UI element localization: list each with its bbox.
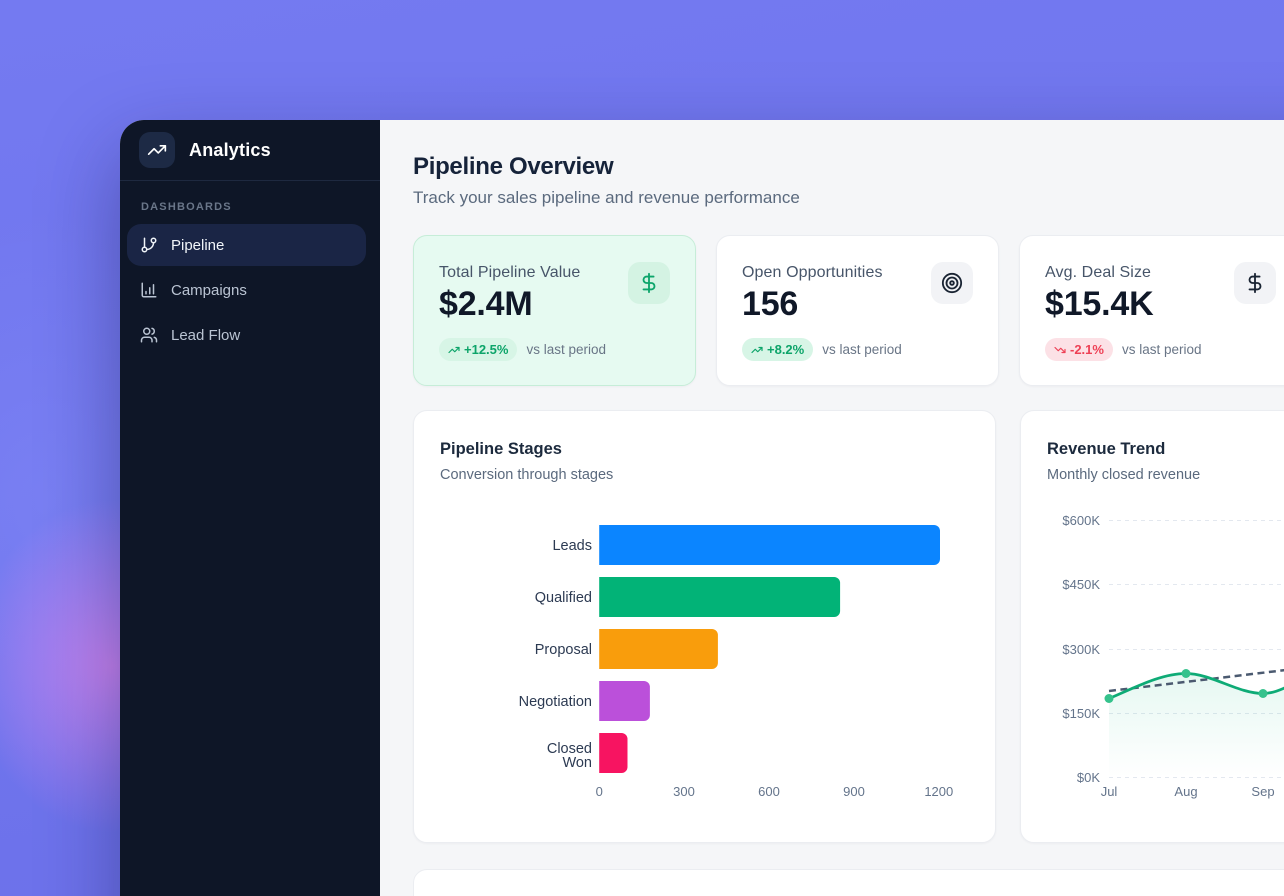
- svg-text:Qualified: Qualified: [535, 590, 592, 606]
- svg-text:Jul: Jul: [1101, 784, 1118, 799]
- svg-text:Closed: Closed: [547, 741, 592, 757]
- svg-text:$0K: $0K: [1077, 770, 1100, 785]
- svg-text:900: 900: [843, 784, 865, 799]
- svg-text:$600K: $600K: [1062, 513, 1100, 528]
- svg-text:Sep: Sep: [1251, 784, 1274, 799]
- svg-text:1200: 1200: [924, 784, 953, 799]
- svg-text:Negotiation: Negotiation: [519, 694, 592, 710]
- svg-text:0: 0: [596, 784, 603, 799]
- svg-text:300: 300: [673, 784, 695, 799]
- svg-text:$450K: $450K: [1062, 577, 1100, 592]
- svg-text:600: 600: [758, 784, 780, 799]
- svg-text:Proposal: Proposal: [535, 642, 592, 658]
- svg-text:$150K: $150K: [1062, 706, 1100, 721]
- svg-text:$300K: $300K: [1062, 642, 1100, 657]
- svg-text:Won: Won: [562, 755, 592, 771]
- svg-text:Leads: Leads: [552, 538, 592, 554]
- svg-text:Aug: Aug: [1174, 784, 1197, 799]
